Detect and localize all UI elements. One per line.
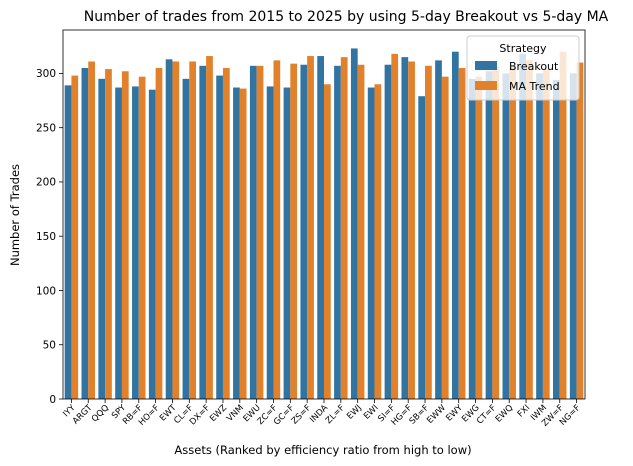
bar-breakout-iwm bbox=[536, 73, 543, 399]
x-tick-label: SB=F bbox=[408, 403, 432, 427]
bar-breakout-ewq bbox=[502, 73, 510, 399]
y-tick-label: 100 bbox=[36, 285, 56, 297]
y-tick-label: 0 bbox=[49, 394, 56, 406]
bar-breakout-spy bbox=[115, 87, 122, 399]
bar-breakout-argt bbox=[81, 67, 89, 399]
bar-breakout-ewi bbox=[367, 87, 375, 399]
bar-breakout-ewz bbox=[216, 75, 223, 400]
bar-breakout-ewy bbox=[451, 51, 459, 400]
legend: Strategy Breakout MA Trend bbox=[466, 35, 580, 101]
bar-ma-trend-rbf bbox=[138, 76, 146, 399]
bar-ma-trend-inda bbox=[324, 84, 331, 399]
bar-ma-trend-clf bbox=[189, 61, 197, 399]
y-tick-label: 300 bbox=[36, 68, 56, 80]
x-tick-label: ZL=F bbox=[324, 403, 347, 426]
bar-ma-trend-zcf bbox=[273, 60, 281, 399]
bar-ma-trend-qqq bbox=[105, 69, 112, 399]
bar-breakout-dxf bbox=[199, 65, 207, 400]
bar-ma-trend-spy bbox=[121, 71, 129, 399]
x-tick-label: EWQ bbox=[494, 403, 516, 425]
bar-breakout-hof bbox=[148, 89, 156, 400]
y-tick-label: 200 bbox=[36, 177, 56, 189]
x-tick-label: CT=F bbox=[475, 403, 499, 427]
bar-ma-trend-gcf bbox=[290, 63, 298, 400]
x-tick-label: EWW bbox=[425, 403, 448, 426]
bar-breakout-ewt bbox=[165, 59, 173, 399]
x-axis-label: Assets (Ranked by efficiency ratio from … bbox=[174, 443, 471, 457]
y-tick-label: 50 bbox=[43, 340, 56, 352]
bar-ma-trend-sif bbox=[391, 53, 399, 400]
legend-label-ma-trend: MA Trend bbox=[509, 80, 560, 93]
bar-ma-trend-zlf bbox=[340, 57, 348, 399]
bar-ma-trend-fxi bbox=[526, 60, 533, 399]
bar-breakout-qqq bbox=[98, 78, 106, 400]
bar-ma-trend-argt bbox=[88, 61, 95, 399]
bar-breakout-ctf bbox=[485, 71, 493, 399]
bar-ma-trend-vnm bbox=[239, 88, 247, 399]
y-tick-label: 150 bbox=[36, 231, 56, 243]
x-tick-label: EWZ bbox=[208, 403, 229, 424]
bar-ma-trend-ewi bbox=[374, 84, 382, 399]
bar-ma-trend-ngf bbox=[576, 62, 584, 399]
bar-ma-trend-zsf bbox=[307, 56, 314, 399]
bar-breakout-ewj bbox=[350, 48, 358, 399]
bar-breakout-zlf bbox=[334, 65, 341, 400]
bar-ma-trend-ctf bbox=[492, 66, 500, 400]
bar-ma-trend-ewu bbox=[256, 65, 264, 400]
bar-breakout-fxi bbox=[519, 53, 527, 400]
bar-breakout-sbf bbox=[418, 96, 426, 399]
bar-breakout-ewg bbox=[468, 78, 476, 400]
bar-breakout-sif bbox=[384, 64, 392, 400]
x-tick-label: VNM bbox=[225, 403, 246, 424]
bar-breakout-vnm bbox=[233, 87, 240, 399]
bar-ma-trend-ewg bbox=[475, 76, 483, 399]
chart-title: Number of trades from 2015 to 2025 by us… bbox=[84, 9, 609, 25]
bar-ma-trend-ewj bbox=[357, 64, 365, 400]
x-ticks: IYYARGTQQQSPYRB=FHO=FEWTCL=FDX=FEWZVNMEW… bbox=[61, 399, 583, 429]
bar-ma-trend-ewq bbox=[509, 66, 516, 400]
bar-ma-trend-hof bbox=[155, 67, 163, 399]
bar-breakout-eww bbox=[435, 60, 442, 399]
legend-label-breakout: Breakout bbox=[509, 60, 559, 73]
bar-breakout-gcf bbox=[283, 87, 291, 399]
bar-breakout-hgf bbox=[401, 57, 409, 399]
bar-breakout-clf bbox=[182, 78, 190, 400]
y-axis-label: Number of Trades bbox=[8, 164, 22, 266]
bar-ma-trend-hgf bbox=[408, 61, 415, 399]
legend-title: Strategy bbox=[499, 42, 547, 55]
bar-ma-trend-eww bbox=[441, 76, 449, 399]
bar-breakout-zcf bbox=[266, 86, 274, 399]
x-tick-label: ZS=F bbox=[290, 403, 314, 427]
bar-breakout-rbf bbox=[132, 86, 139, 399]
x-tick-label: QQQ bbox=[90, 403, 111, 424]
legend-swatch-breakout bbox=[475, 61, 497, 70]
bar-ma-trend-sbf bbox=[425, 65, 432, 400]
bar-ma-trend-iwm bbox=[542, 69, 550, 399]
bar-ma-trend-zwf bbox=[559, 51, 567, 400]
bar-ma-trend-ewy bbox=[458, 67, 466, 399]
bar-breakout-zwf bbox=[553, 79, 560, 400]
bar-breakout-ngf bbox=[569, 73, 577, 399]
bar-breakout-inda bbox=[317, 56, 324, 399]
y-tick-label: 250 bbox=[36, 122, 56, 134]
y-ticks: 0 50 100 150 200 250 300 bbox=[36, 68, 63, 406]
bar-breakout-iyy bbox=[64, 85, 72, 399]
bar-ma-trend-ewt bbox=[172, 61, 180, 399]
bar-ma-trend-dxf bbox=[206, 56, 213, 399]
bar-breakout-zsf bbox=[300, 64, 308, 400]
bar-breakout-ewu bbox=[249, 65, 257, 400]
x-tick-label: EWJ bbox=[345, 403, 364, 422]
legend-swatch-ma-trend bbox=[475, 81, 497, 90]
bar-ma-trend-ewz bbox=[222, 67, 230, 399]
bar-ma-trend-iyy bbox=[71, 75, 79, 400]
bars-group bbox=[64, 48, 584, 400]
